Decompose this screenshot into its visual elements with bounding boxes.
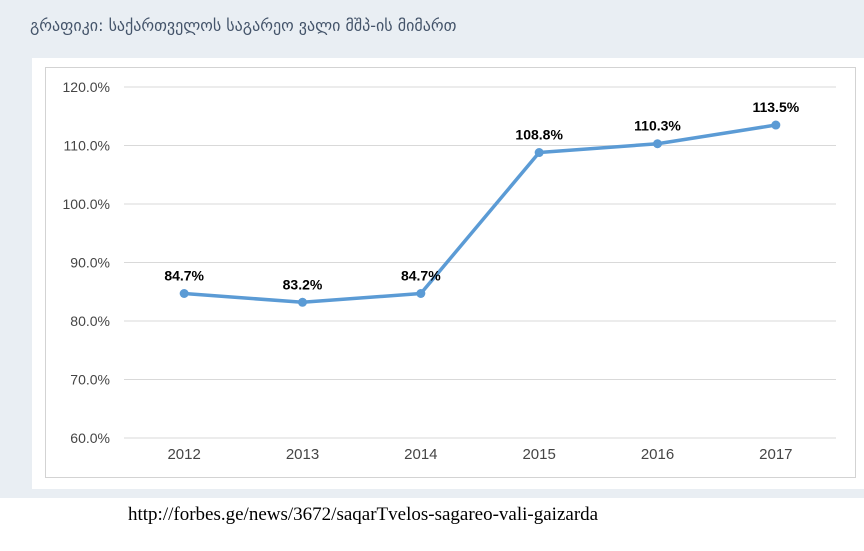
ytick-label-70: 70.0% <box>70 372 110 388</box>
data-label-2015: 108.8% <box>515 127 563 143</box>
source-url: http://forbes.ge/news/3672/saqarTvelos-s… <box>128 504 599 525</box>
data-label-2012: 84.7% <box>164 268 204 284</box>
ytick-label-100: 100.0% <box>63 196 110 212</box>
data-point-2017 <box>771 120 781 130</box>
ytick-label-90: 90.0% <box>70 255 110 271</box>
chart-panel: 120.0% 110.0% 100.0% 90.0% 80.0% 70.0% 60.0% 20… <box>32 58 864 489</box>
data-point-2014 <box>416 289 426 299</box>
data-label-2013: 83.2% <box>283 276 323 292</box>
data-point-2016 <box>653 139 662 149</box>
xtick-label-2016: 2016 <box>641 446 674 463</box>
xtick-label-2012: 2012 <box>167 446 200 463</box>
xtick-label-2014: 2014 <box>404 446 437 463</box>
xtick-label-2015: 2015 <box>522 446 555 463</box>
ytick-label-80: 80.0% <box>70 313 110 329</box>
chart-title: გრაფიკი: საქართველოს საგარეო ვალი მშპ-ის… <box>30 16 457 35</box>
xtick-label-2013: 2013 <box>286 446 319 463</box>
series-line <box>182 123 778 305</box>
data-label-2017: 113.5% <box>752 99 799 115</box>
data-point-2012 <box>179 289 189 299</box>
ytick-label-110: 110.0% <box>64 138 110 154</box>
chart-frame: 120.0% 110.0% 100.0% 90.0% 80.0% 70.0% 60.0% 20… <box>45 67 856 478</box>
data-label-2016: 110.3% <box>634 118 681 134</box>
ytick-label-120: 120.0% <box>63 79 110 95</box>
data-point-2013 <box>298 297 307 307</box>
data-label-2014: 84.7% <box>401 268 441 284</box>
data-point-2015 <box>534 148 544 158</box>
ytick-label-60: 60.0% <box>70 430 110 446</box>
xtick-label-2017: 2017 <box>759 446 792 463</box>
page-background-panel: გრაფიკი: საქართველოს საგარეო ვალი მშპ-ის… <box>0 0 864 498</box>
line-chart: 120.0% 110.0% 100.0% 90.0% 80.0% 70.0% 60.0% 20… <box>63 79 836 463</box>
